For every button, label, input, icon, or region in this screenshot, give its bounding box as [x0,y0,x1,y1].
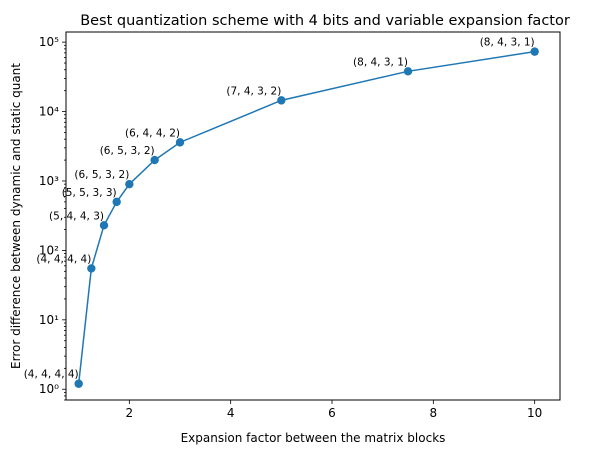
point-label: (5, 4, 4, 3) [49,210,104,222]
point-label: (6, 5, 3, 2) [74,169,129,181]
point-label: (8, 4, 3, 1) [353,56,408,68]
data-point [74,379,83,388]
x-tick-label: 6 [328,406,336,420]
data-point [175,138,185,147]
x-axis: 2 4 6 8 10 [126,400,542,420]
point-label: (7, 4, 3, 2) [226,85,281,97]
x-tick-label: 4 [227,406,235,420]
data-point [150,155,159,165]
data-point [112,197,121,207]
y-axis-title: Error difference between dynamic and sta… [9,63,23,369]
data-point [87,264,96,273]
y-axis: 10⁰ 10¹ 10² 10³ 10⁴ 10⁵ [39,35,66,401]
y-tick-label: 10¹ [39,313,59,327]
chart-title: Best quantization scheme with 4 bits and… [80,13,570,29]
y-tick-label: 10⁴ [39,105,59,119]
x-axis-title: Expansion factor between the matrix bloc… [181,431,446,445]
point-label: (6, 4, 4, 2) [125,127,180,139]
y-tick-label: 10² [39,243,59,257]
plot-frame [65,31,561,401]
data-point [530,47,539,56]
x-tick-label: 2 [126,406,134,420]
data-point [125,179,134,189]
y-tick-label: 10³ [39,174,59,188]
data-point [99,221,109,230]
point-label: (5, 5, 3, 3) [62,187,117,199]
point-annotations: (4, 4, 4, 4) (4, 4, 4, 4) (5, 4, 4, 3) (5, … [24,37,535,381]
x-tick-label: 8 [430,406,438,420]
point-label: (8, 4, 3, 1) [480,37,535,49]
data-point [403,67,413,76]
y-tick-label: 10⁵ [39,35,59,49]
y-tick-label: 10⁰ [39,382,59,396]
series-line [77,50,535,384]
x-tick-label: 10 [527,406,542,420]
point-label: (4, 4, 4, 4) [24,369,79,381]
data-point [277,96,286,105]
series-markers [74,47,539,388]
point-label: (6, 5, 3, 2) [100,145,155,157]
point-label: (4, 4, 4, 4) [36,253,91,265]
